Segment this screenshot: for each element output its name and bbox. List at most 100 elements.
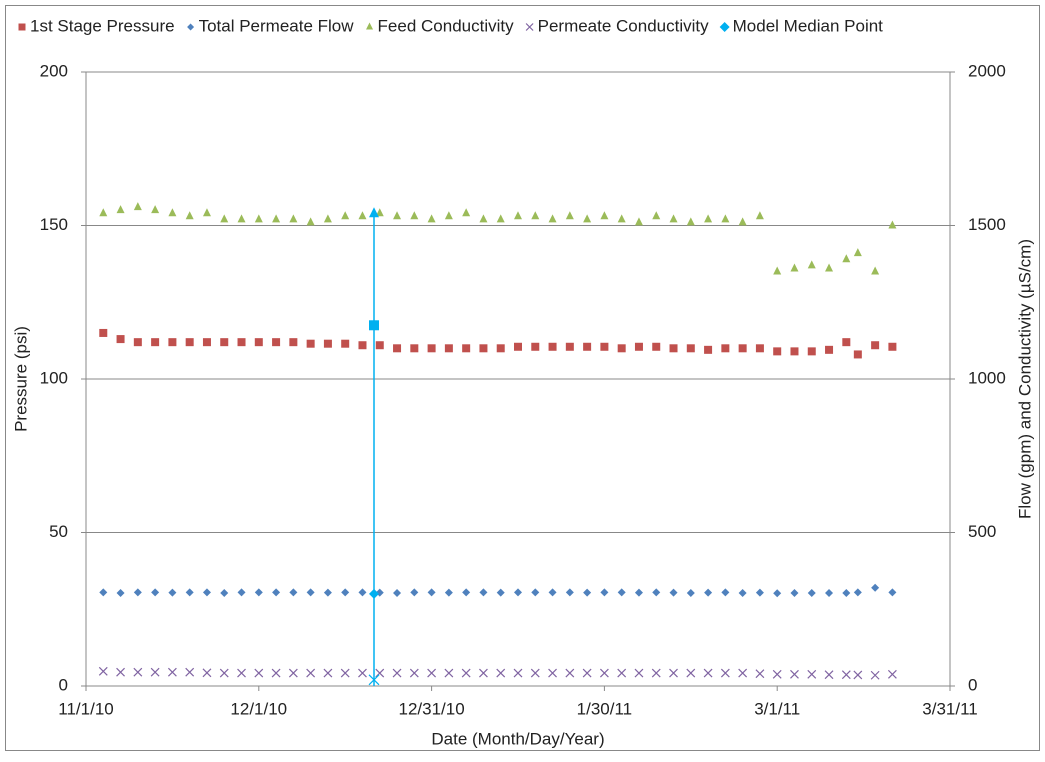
point bbox=[393, 344, 402, 353]
point bbox=[306, 339, 315, 348]
point bbox=[254, 338, 263, 347]
point bbox=[738, 344, 747, 353]
point bbox=[807, 347, 816, 356]
point bbox=[168, 588, 177, 597]
point bbox=[755, 344, 764, 353]
point bbox=[237, 588, 246, 597]
point bbox=[410, 344, 419, 353]
point bbox=[565, 342, 574, 351]
point bbox=[772, 669, 782, 679]
y-tick-label: 150 bbox=[40, 215, 68, 234]
point bbox=[773, 266, 782, 275]
point bbox=[853, 350, 862, 359]
point bbox=[634, 668, 644, 678]
point bbox=[704, 345, 713, 354]
legend-label: Permeate Conductivity bbox=[538, 16, 710, 35]
point bbox=[790, 669, 799, 679]
point bbox=[496, 344, 505, 353]
point bbox=[375, 341, 384, 350]
point bbox=[133, 202, 142, 211]
point bbox=[99, 588, 108, 597]
point bbox=[271, 668, 281, 678]
point bbox=[185, 338, 194, 347]
point bbox=[634, 217, 643, 226]
point bbox=[369, 588, 379, 599]
legend-label: Total Permeate Flow bbox=[199, 16, 355, 35]
point bbox=[220, 338, 229, 347]
point bbox=[887, 669, 897, 679]
point bbox=[462, 208, 471, 217]
point bbox=[254, 588, 263, 597]
y-axis-title: Pressure (psi) bbox=[11, 326, 30, 432]
legend: 1st Stage Pressure Total Permeate Flow Fee… bbox=[18, 16, 883, 35]
point bbox=[185, 588, 194, 597]
point bbox=[202, 668, 212, 678]
point bbox=[600, 588, 609, 597]
x-tick-label: 3/31/11 bbox=[922, 699, 977, 718]
point bbox=[133, 338, 142, 347]
point bbox=[841, 670, 851, 680]
point bbox=[548, 214, 557, 223]
point bbox=[341, 211, 350, 220]
y-tick-label: 200 bbox=[40, 61, 68, 80]
point bbox=[358, 211, 367, 220]
point bbox=[652, 588, 661, 597]
point bbox=[392, 668, 402, 678]
point bbox=[358, 341, 367, 350]
point bbox=[427, 344, 436, 353]
point bbox=[461, 668, 471, 678]
point bbox=[531, 588, 540, 597]
point bbox=[479, 214, 488, 223]
y-tick-label: 0 bbox=[59, 675, 68, 694]
y2-axis-title: Flow (gpm) and Conductivity (µS/cm) bbox=[1015, 239, 1034, 519]
point bbox=[496, 588, 505, 597]
point bbox=[237, 668, 246, 678]
point bbox=[651, 668, 661, 678]
point bbox=[340, 668, 350, 678]
y2-tick-label: 2000 bbox=[968, 61, 1006, 80]
point bbox=[600, 342, 609, 351]
point bbox=[790, 588, 799, 597]
point bbox=[583, 342, 592, 351]
point bbox=[462, 344, 471, 353]
point bbox=[254, 668, 264, 678]
point bbox=[479, 668, 488, 678]
point bbox=[738, 217, 747, 226]
point bbox=[272, 338, 281, 347]
point bbox=[513, 668, 523, 678]
point bbox=[721, 214, 730, 223]
point bbox=[669, 588, 678, 597]
point bbox=[773, 347, 782, 356]
point bbox=[686, 217, 695, 226]
point bbox=[617, 344, 626, 353]
point bbox=[168, 338, 177, 347]
point bbox=[202, 208, 211, 217]
x-tick-label: 3/1/11 bbox=[754, 699, 800, 718]
point bbox=[870, 670, 880, 680]
point bbox=[669, 344, 678, 353]
point bbox=[599, 668, 609, 678]
point bbox=[565, 588, 574, 597]
point bbox=[514, 211, 522, 220]
point bbox=[254, 214, 263, 223]
x-tick-label: 12/31/10 bbox=[399, 699, 465, 718]
point bbox=[686, 668, 696, 678]
legend-marker bbox=[18, 23, 26, 31]
point bbox=[368, 674, 380, 686]
point bbox=[888, 588, 897, 597]
point bbox=[617, 588, 626, 597]
point bbox=[410, 588, 419, 597]
point bbox=[583, 214, 592, 223]
point bbox=[496, 214, 505, 223]
point bbox=[237, 214, 246, 223]
point bbox=[116, 335, 125, 344]
point bbox=[773, 589, 782, 598]
point bbox=[720, 668, 730, 678]
point bbox=[703, 668, 713, 678]
point bbox=[871, 341, 880, 350]
point bbox=[375, 668, 385, 678]
point bbox=[824, 670, 834, 680]
y-tick-label: 100 bbox=[40, 368, 68, 387]
point bbox=[375, 208, 384, 217]
